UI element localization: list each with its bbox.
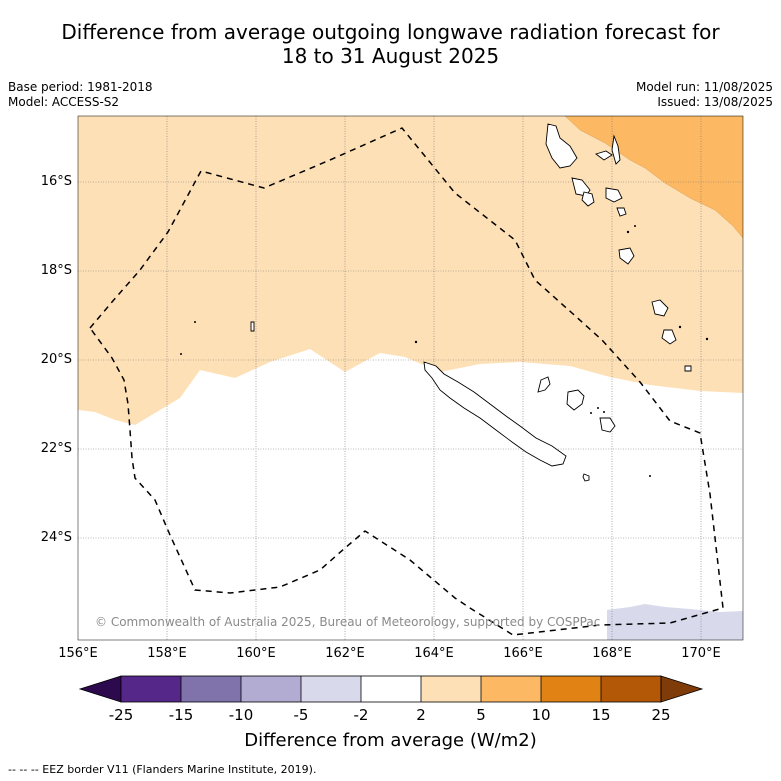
colorbar-swatch-5 <box>361 676 421 702</box>
copyright-notice: © Commonwealth of Australia 2025, Bureau… <box>95 615 601 629</box>
model-run-text: Model run: 11/08/2025 <box>635 80 773 94</box>
colorbar-title: Difference from average (W/m2) <box>244 730 537 751</box>
matthew-island <box>684 365 692 372</box>
anomaly-region-5-to-10 <box>564 116 743 239</box>
colorbar-swatch-4 <box>301 676 361 702</box>
colorbar-tick-label: 25 <box>651 706 671 724</box>
meta-right: Model run: 11/08/2025 Issued: 13/08/2025 <box>636 80 773 110</box>
tanna <box>616 207 627 217</box>
colorbar-swatch-1 <box>121 676 181 702</box>
pentecost <box>611 134 621 165</box>
colorbar-tick-label: -15 <box>168 706 194 724</box>
loyalty-islands-ouvea <box>537 376 551 393</box>
title-line-2: 18 to 31 August 2025 <box>281 44 500 68</box>
model-text: Model: ACCESS-S2 <box>8 95 120 109</box>
lon-label-170e: 170°E <box>681 646 721 661</box>
colorbar-tick-label: -25 <box>108 706 134 724</box>
colorbar <box>78 675 704 703</box>
eez-footnote: -- -- -- EEZ border V11 (Flanders Marine… <box>8 763 317 776</box>
lon-label-164e: 164°E <box>414 646 454 661</box>
lon-label-160e: 160°E <box>236 646 276 661</box>
colorbar-swatch-3 <box>241 676 301 702</box>
map-area <box>78 116 743 640</box>
lon-label-158e: 158°E <box>147 646 187 661</box>
lon-label-168e: 168°E <box>592 646 632 661</box>
lat-label-22s: 22°S <box>40 441 72 456</box>
lat-label-18s: 18°S <box>40 263 72 278</box>
colorbar-tick-label: 10 <box>531 706 551 724</box>
lon-label-162e: 162°E <box>325 646 365 661</box>
title-line-1: Difference from average outgoing longwav… <box>61 20 720 44</box>
colorbar-tick-label: 2 <box>416 706 426 724</box>
colorbar-extend-high <box>660 675 704 703</box>
new-caledonia-coastline <box>423 361 567 467</box>
issued-text: Issued: 13/08/2025 <box>657 95 773 109</box>
epi <box>581 191 595 207</box>
colorbar-tick-label: -2 <box>353 706 369 724</box>
map-frame <box>77 115 744 641</box>
lat-label-24s: 24°S <box>40 530 72 545</box>
chesterfield-islet <box>250 321 255 332</box>
ambae <box>595 150 613 161</box>
gridlines <box>78 116 743 640</box>
colorbar-tick-label: 15 <box>591 706 611 724</box>
chart-title: Difference from average outgoing longwav… <box>0 20 781 68</box>
colorbar-swatch-8 <box>541 676 601 702</box>
loyalty-islands-mare <box>599 417 616 433</box>
lon-label-166e: 166°E <box>503 646 543 661</box>
colorbar-swatch-6 <box>421 676 481 702</box>
lon-label-156e: 156°E <box>58 646 98 661</box>
lat-label-16s: 16°S <box>40 174 72 189</box>
colorbar-tick-label: -5 <box>293 706 309 724</box>
land-outlines <box>250 123 692 482</box>
colorbar-tick-label: 5 <box>476 706 486 724</box>
erromango <box>618 247 635 265</box>
espiritu-santo <box>545 123 578 169</box>
small-islets <box>180 225 709 477</box>
colorbar-swatch-2 <box>181 676 241 702</box>
loyalty-islands-lifou <box>566 389 585 411</box>
base-period-text: Base period: 1981-2018 <box>8 80 153 94</box>
colorbar-extend-low <box>78 675 122 703</box>
colorbar-swatch-7 <box>481 676 541 702</box>
eez-border <box>89 127 724 636</box>
colorbar-tick-label: -10 <box>228 706 254 724</box>
anatom <box>651 299 669 317</box>
efate <box>605 187 623 203</box>
meta-left: Base period: 1981-2018 Model: ACCESS-S2 <box>8 80 153 110</box>
isle-of-pines <box>582 473 590 482</box>
colorbar-swatch-9 <box>601 676 661 702</box>
hunter-island <box>661 329 677 345</box>
lat-label-20s: 20°S <box>40 352 72 367</box>
